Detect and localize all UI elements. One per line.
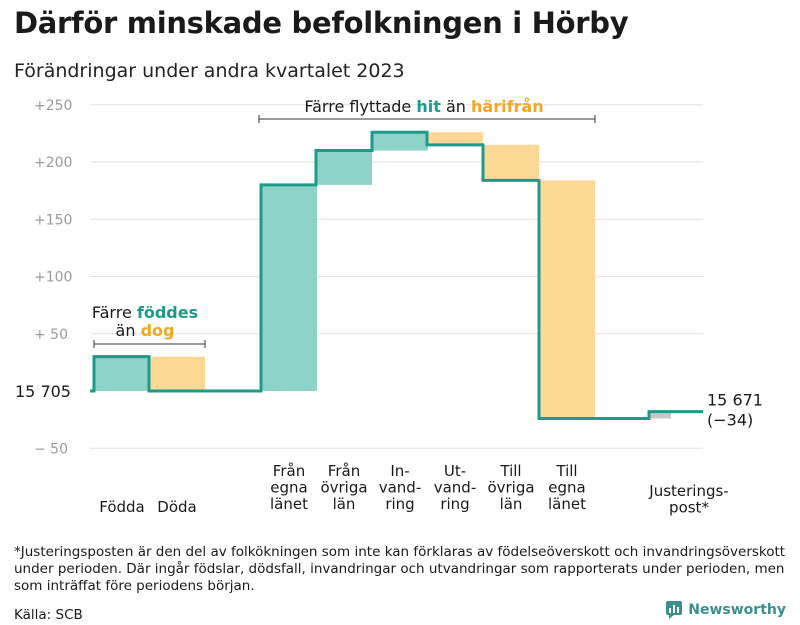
waterfall-bar (316, 150, 372, 185)
category-label: egna (548, 479, 585, 497)
waterfall-bar (261, 184, 317, 391)
category-label: länet (270, 495, 308, 513)
category-label: länet (548, 495, 586, 513)
category-label: övriga (320, 479, 367, 497)
category-label: Till (555, 462, 577, 480)
chart-subtitle: Förändringar under andra kvartalet 2023 (14, 60, 405, 82)
end-value-label: 15 671 (707, 391, 763, 410)
category-label: Ut- (444, 462, 466, 480)
category-label: Döda (157, 498, 196, 516)
y-tick-label: +100 (34, 270, 72, 286)
y-tick-label: − 50 (34, 441, 68, 457)
category-label: In- (390, 462, 409, 480)
start-value-label: 15 705 (15, 382, 71, 401)
newsworthy-icon (666, 601, 683, 619)
annotation-birth-line2: än dog (116, 321, 175, 340)
category-label: övriga (487, 479, 534, 497)
annotation-migration: Färre flyttade hit än härifrån (304, 97, 543, 116)
source-label: Källa: SCB (14, 607, 83, 623)
category-label: Från (273, 462, 305, 480)
waterfall-bar (372, 132, 428, 151)
waterfall-chart: +250 +200 +150 +100 + 50 − 50 15 705 15 671(−34… (15, 97, 763, 517)
category-label: Justerings- (648, 482, 728, 500)
category-label: ring (440, 495, 469, 513)
category-label: län (333, 495, 356, 513)
chart-title: Därför minskade befolkningen i Hörby (14, 6, 629, 40)
population-line (90, 130, 703, 420)
category-label: post* (669, 499, 709, 517)
waterfall-bar (483, 144, 539, 181)
y-tick-label: +200 (34, 155, 72, 171)
category-label: Födda (99, 498, 145, 516)
category-label: vand- (379, 479, 422, 497)
category-label: ring (385, 495, 414, 513)
waterfall-bar (649, 411, 671, 419)
waterfall-bar (427, 132, 483, 145)
annotation-birth-line1: Färre föddes (92, 303, 198, 322)
waterfall-bar (539, 180, 595, 419)
y-tick-label: +150 (34, 212, 72, 228)
category-label: vand- (434, 479, 477, 497)
waterfall-bar (94, 356, 150, 391)
category-label: län (500, 495, 523, 513)
end-change-label: (−34) (707, 411, 753, 430)
y-tick-label: +250 (34, 98, 72, 114)
footnote: *Justeringsposten är den del av folkökni… (14, 544, 786, 594)
category-label: egna (270, 479, 307, 497)
brand-logo: Newsworthy (666, 601, 786, 619)
category-label: Från (328, 462, 360, 480)
y-tick-label: + 50 (34, 327, 68, 343)
category-label: Till (499, 462, 521, 480)
brand-name: Newsworthy (688, 602, 786, 618)
waterfall-bar (149, 356, 205, 391)
